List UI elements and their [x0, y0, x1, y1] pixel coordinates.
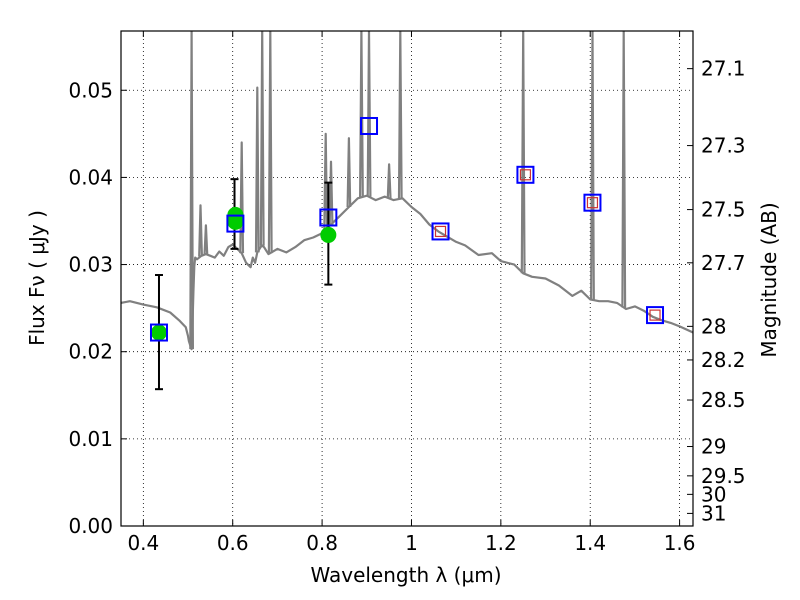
model-band-square-5 [516, 165, 535, 184]
model-band-square-3 [360, 116, 379, 135]
y-tick-label: 0.01 [68, 427, 113, 451]
x-axis-label: Wavelength λ (μm) [310, 563, 501, 587]
mag-tick-label: 28.2 [701, 348, 746, 372]
filter-marker-2 [586, 197, 599, 209]
emission-line-9 [346, 137, 352, 208]
x-tick-label: 1.4 [574, 531, 606, 555]
mag-tick-label: 31 [701, 501, 726, 525]
emission-line-10 [359, 31, 364, 198]
plot-area [121, 31, 693, 391]
emission-line-2 [203, 224, 209, 255]
y-tick-label: 0.04 [68, 165, 113, 189]
x-tick-label: 0.6 [217, 531, 249, 555]
emission-line-13 [397, 31, 403, 199]
model-band-square-7 [646, 306, 665, 325]
model-spectrum-line [121, 194, 693, 351]
x-tick-label: 0.8 [306, 531, 338, 555]
mag-tick-label: 28.5 [701, 388, 746, 412]
mag-tick-label: 27.7 [701, 251, 746, 275]
emission-line-16 [621, 31, 627, 308]
x-tick-label: 0.4 [127, 531, 159, 555]
mag-tick-label: 28 [701, 314, 726, 338]
emission-line-11 [366, 31, 372, 197]
mag-tick-label: 27.1 [701, 57, 746, 81]
model-band-square-4 [431, 222, 450, 241]
observed-point-3 [320, 226, 337, 243]
observed-point-0 [150, 324, 167, 341]
y2-axis-label: Magnitude (AB) [757, 202, 781, 357]
emission-line-6 [267, 31, 273, 254]
y-tick-label: 0.00 [68, 514, 113, 538]
emission-line-7 [323, 132, 329, 230]
mag-tick-label: 30 [701, 482, 726, 506]
mag-tick-label: 29.5 [701, 464, 746, 488]
emission-line-5 [259, 31, 265, 246]
y-tick-label: 0.02 [68, 340, 113, 364]
emission-line-12 [386, 163, 392, 199]
emission-line-14 [520, 31, 526, 274]
mag-tick-label: 29 [701, 435, 726, 459]
y-axis-label: Flux Fν ( μJy ) [25, 210, 49, 346]
plot-frame [120, 30, 694, 527]
x-tick-label: 1 [405, 531, 418, 555]
x-tick-label: 1.2 [485, 531, 517, 555]
emission-line-8 [328, 160, 334, 225]
emission-line-1 [198, 204, 203, 257]
axes: 0.4 0.6 0.8 1 1.2 1.4 1.6 0.00 0.01 0.02 0.03 0.04 0… [68, 31, 746, 555]
mag-tick-label: 27.5 [701, 198, 746, 222]
emission-line-4 [254, 86, 260, 253]
y-tick-label: 0.05 [68, 78, 113, 102]
emission-line-0 [189, 31, 194, 350]
y-tick-label: 0.03 [68, 253, 113, 277]
x-tick-label: 1.6 [664, 531, 696, 555]
model-band-square-2 [319, 208, 338, 227]
model-band-square-0 [149, 323, 168, 342]
filter-marker-0 [434, 225, 447, 238]
filter-marker-1 [519, 169, 532, 181]
mag-tick-label: 27.3 [701, 134, 746, 158]
model-band-square-6 [583, 193, 602, 212]
filter-marker-3 [649, 309, 661, 321]
model-band-square-1 [226, 214, 245, 233]
